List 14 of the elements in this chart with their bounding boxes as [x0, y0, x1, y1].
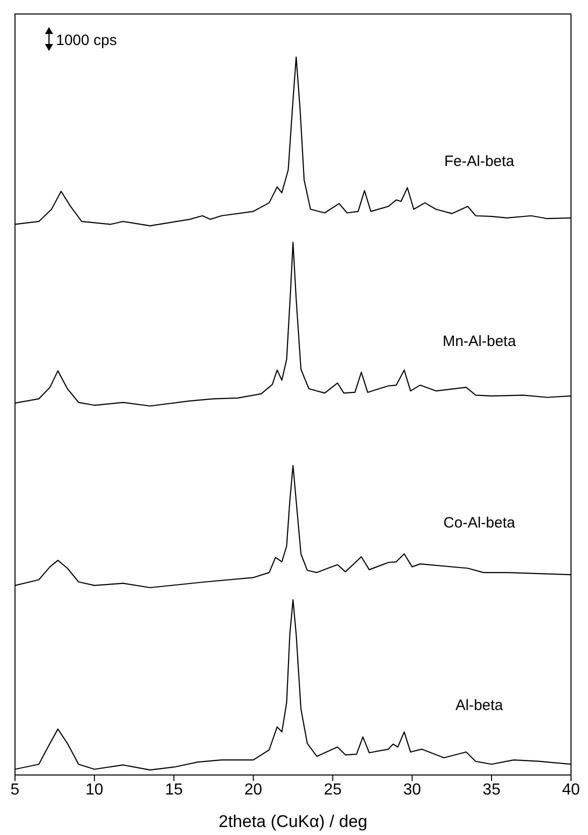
x-axis-title: 2theta (CuKα) / deg	[218, 812, 368, 831]
x-tick-label: 15	[164, 781, 183, 798]
x-tick-label: 40	[562, 781, 580, 798]
x-tick-label: 30	[403, 781, 422, 798]
text: Fe-Al-beta	[444, 152, 515, 170]
text: Al-beta	[455, 696, 504, 714]
x-tick-label: 10	[86, 781, 104, 798]
x-tick-label: 35	[482, 781, 501, 798]
text: Mn-Al-beta	[442, 332, 517, 350]
x-tick-label: 20	[244, 781, 262, 798]
x-tick-label: 5	[10, 781, 20, 798]
text: 1000 cps	[56, 32, 117, 49]
text: Co-Al-beta	[443, 514, 516, 532]
x-tick-label: 25	[324, 781, 342, 798]
